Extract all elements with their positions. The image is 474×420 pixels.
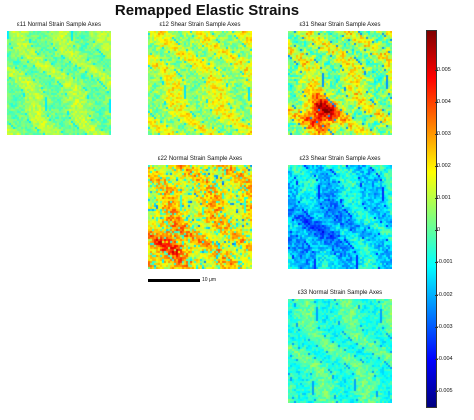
panel-label-e11: ε11 Normal Strain Sample Axes xyxy=(17,22,101,28)
panel-label-e23: ε23 Shear Strain Sample Axes xyxy=(299,156,381,162)
panel-label-e12: ε12 Shear Strain Sample Axes xyxy=(159,22,241,28)
colorbar-gradient xyxy=(426,30,437,408)
strain-map-e31 xyxy=(288,31,392,135)
colorbar-tick-mark xyxy=(435,390,438,392)
colorbar-tick-mark xyxy=(435,165,438,167)
panel-label-e22: ε22 Normal Strain Sample Axes xyxy=(157,156,243,162)
colorbar-tick-mark xyxy=(435,230,438,232)
scale-bar: 10 μm xyxy=(148,275,258,289)
colorbar-tick-label: 0.002 xyxy=(437,162,451,169)
strain-map-e33 xyxy=(288,299,392,403)
colorbar-tick-mark xyxy=(435,294,438,296)
colorbar-tick-label: 0.004 xyxy=(437,98,451,105)
colorbar-tick-mark xyxy=(435,133,438,135)
strain-map-e23 xyxy=(288,165,392,269)
colorbar-tick-label: -0.001 xyxy=(437,259,453,266)
colorbar-tick-mark xyxy=(435,198,438,200)
colorbar: 0.005 0.004 0.003 0.002 0.001 0 -0.001 -0.002 -0… xyxy=(426,30,472,410)
colorbar-tick-label: -0.003 xyxy=(437,323,453,330)
colorbar-tick-label: -0.004 xyxy=(437,355,453,362)
chart-title: Remapped Elastic Strains xyxy=(114,2,300,19)
strain-map-e11 xyxy=(7,31,111,135)
colorbar-tick-label: 0.005 xyxy=(437,66,451,73)
panel-label-e31: ε31 Shear Strain Sample Axes xyxy=(299,22,381,28)
colorbar-tick-mark xyxy=(435,69,438,71)
colorbar-tick-label: 0.001 xyxy=(437,195,451,202)
colorbar-tick-label: -0.002 xyxy=(437,291,453,298)
colorbar-tick-mark xyxy=(435,358,438,360)
strain-map-e22 xyxy=(148,165,252,269)
colorbar-tick-label: -0.005 xyxy=(437,387,453,394)
scale-bar-line xyxy=(148,279,200,282)
colorbar-tick-label: 0 xyxy=(437,227,441,234)
colorbar-tick-label: 0.003 xyxy=(437,130,451,137)
colorbar-tick-mark xyxy=(435,326,438,328)
colorbar-tick-mark xyxy=(435,101,438,103)
strain-map-e12 xyxy=(148,31,252,135)
scale-bar-label: 10 μm xyxy=(202,277,216,283)
colorbar-tick-mark xyxy=(435,262,438,264)
panel-label-e33: ε33 Normal Strain Sample Axes xyxy=(297,290,383,296)
